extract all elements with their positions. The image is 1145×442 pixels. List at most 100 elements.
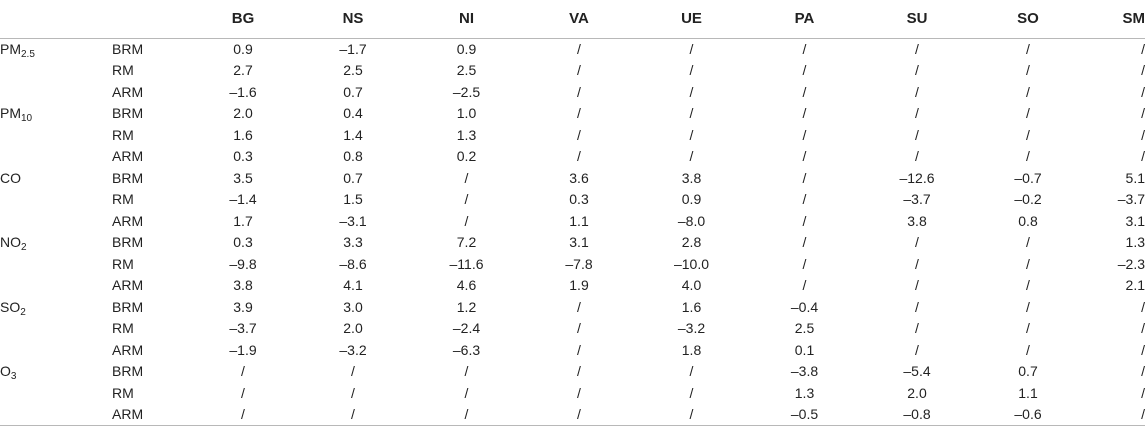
value-cell-bg: 0.3 <box>233 148 253 165</box>
value-cell-va: / <box>577 62 581 79</box>
value-cell-ni: 7.2 <box>456 234 477 251</box>
pollutant-name: CO <box>0 169 21 186</box>
pollutant-name: NO <box>0 234 21 251</box>
pollutant-cell <box>0 189 112 211</box>
value-cell-bg: –1.6 <box>229 83 257 100</box>
value-cell-ni: / <box>410 403 523 426</box>
value-cell-ue: / <box>689 384 694 401</box>
value-cell-ns: 1.5 <box>343 191 363 208</box>
value-cell-ue: / <box>689 126 694 143</box>
table-row: RM –9.8 –8.6 –11.6 –7.8 –10.0 / / / –2.3 <box>0 253 1145 275</box>
value-cell-pa: / <box>802 234 807 251</box>
value-cell-ni: / <box>464 169 469 186</box>
value-cell-ue: / <box>635 403 748 426</box>
value-cell-pa: / <box>802 41 807 57</box>
pollutant-cell: O3 <box>0 361 112 383</box>
value-cell-va: / <box>577 298 581 315</box>
column-header-ns: NS <box>296 0 410 39</box>
value-cell-sm: / <box>1141 126 1145 143</box>
value-cell-ni: –2.5 <box>452 83 481 100</box>
value-cell-va: / <box>577 41 581 57</box>
value-cell-ns: 3.3 <box>343 234 363 251</box>
value-cell-ns: 0.4 <box>343 105 363 122</box>
value-cell-so: 1.1 <box>1018 384 1038 401</box>
value-cell-su: / <box>915 298 919 315</box>
value-cell-su: –5.4 <box>903 363 931 380</box>
value-cell-ns: / <box>351 384 355 401</box>
pollutant-cell <box>0 253 112 275</box>
value-cell-va: / <box>577 148 581 165</box>
pollutant-cell <box>0 124 112 146</box>
model-cell: RM <box>112 126 134 143</box>
pollutant-cell <box>0 382 112 404</box>
value-cell-su: –12.6 <box>899 169 935 186</box>
value-cell-ni: 1.3 <box>456 126 477 143</box>
value-cell-ns: –3.2 <box>339 341 367 358</box>
value-cell-ns: –3.1 <box>339 212 367 229</box>
value-cell-bg: –1.9 <box>229 341 257 358</box>
value-cell-sm: / <box>1141 320 1145 337</box>
value-cell-ni: 2.5 <box>456 62 477 79</box>
value-cell-sm: / <box>1141 148 1145 165</box>
header-row: BG NS NI VA UE PA SU SO SM <box>0 0 1145 39</box>
value-cell-ue: 1.8 <box>681 341 702 358</box>
value-cell-sm: / <box>1141 62 1145 79</box>
value-cell-su: / <box>915 234 919 251</box>
value-cell-va: / <box>577 363 581 380</box>
value-cell-sm: / <box>1141 298 1145 315</box>
value-cell-sm: / <box>1141 105 1145 122</box>
value-cell-pa: –0.4 <box>790 298 819 315</box>
value-cell-ni: 0.9 <box>456 41 477 57</box>
value-cell-ue: / <box>689 62 694 79</box>
value-cell-ue: 0.9 <box>681 191 702 208</box>
value-cell-su: / <box>915 126 919 143</box>
value-cell-ue: / <box>689 83 694 100</box>
value-cell-sm: / <box>1141 41 1145 57</box>
pollutant-subscript: 2 <box>20 306 26 318</box>
table-row: RM / / / / / 1.3 2.0 1.1 / <box>0 382 1145 404</box>
value-cell-pa: / <box>802 212 807 229</box>
value-cell-so: / <box>1026 298 1030 315</box>
value-cell-su: / <box>915 320 919 337</box>
pollutant-cell: NO2 <box>0 232 112 254</box>
value-cell-ns: 2.0 <box>343 320 363 337</box>
table-row: CO BRM 3.5 0.7 / 3.6 3.8 / –12.6 –0.7 5.1 <box>0 167 1145 189</box>
value-cell-ue: 3.8 <box>681 169 702 186</box>
value-cell-pa: / <box>802 83 807 100</box>
pollutant-subscript: 2 <box>21 242 27 254</box>
value-cell-so: / <box>1026 277 1030 294</box>
table-row: ARM / / / / / –0.5 –0.8 –0.6/ <box>0 403 1145 426</box>
value-cell-ue: / <box>689 105 694 122</box>
table-row: ARM 0.3 0.8 0.2 / / / / / / <box>0 146 1145 168</box>
model-cell: BRM <box>112 105 144 122</box>
model-cell: BRM <box>112 169 144 186</box>
value-cell-su: –0.8 <box>861 403 973 426</box>
table-row: ARM –1.6 0.7 –2.5 / / / / / / <box>0 81 1145 103</box>
value-cell-pa: 0.1 <box>794 341 815 358</box>
pollutant-cell <box>0 146 112 168</box>
value-cell-va: / <box>523 403 635 426</box>
value-cell-ni: –6.3 <box>452 341 481 358</box>
table-row: ARM 1.7 –3.1 / 1.1 –8.0 / 3.8 0.8 3.1 <box>0 210 1145 232</box>
value-cell-bg: –9.8 <box>229 255 257 272</box>
column-header-bg: BG <box>190 0 296 39</box>
value-cell-va: / <box>577 384 581 401</box>
value-cell-ue: –10.0 <box>673 255 710 272</box>
value-cell-sm: / <box>1141 83 1145 100</box>
table-row: RM 2.7 2.5 2.5 / / / / / / <box>0 60 1145 82</box>
value-cell-su: –3.7 <box>903 191 931 208</box>
data-table: BG NS NI VA UE PA SU SO SM PM2.5 BRM 0.9 –1.7 0.9// /… <box>0 0 1145 426</box>
value-cell-su: 3.8 <box>907 212 927 229</box>
value-cell-so: / <box>1026 234 1030 251</box>
pollutant-cell <box>0 81 112 103</box>
model-cell: RM <box>112 255 134 272</box>
pollutant-name: SO <box>0 298 21 315</box>
value-cell-pa: / <box>802 105 807 122</box>
value-cell-pa: –0.5 <box>748 403 861 426</box>
value-cell-pa: 1.3 <box>794 384 815 401</box>
table-row: RM –3.7 2.0 –2.4 / –3.2 2.5 / / / <box>0 318 1145 340</box>
value-cell-sm: 1.3 <box>1125 234 1145 251</box>
value-cell-su: / <box>915 105 919 122</box>
model-cell: ARM <box>112 83 144 100</box>
